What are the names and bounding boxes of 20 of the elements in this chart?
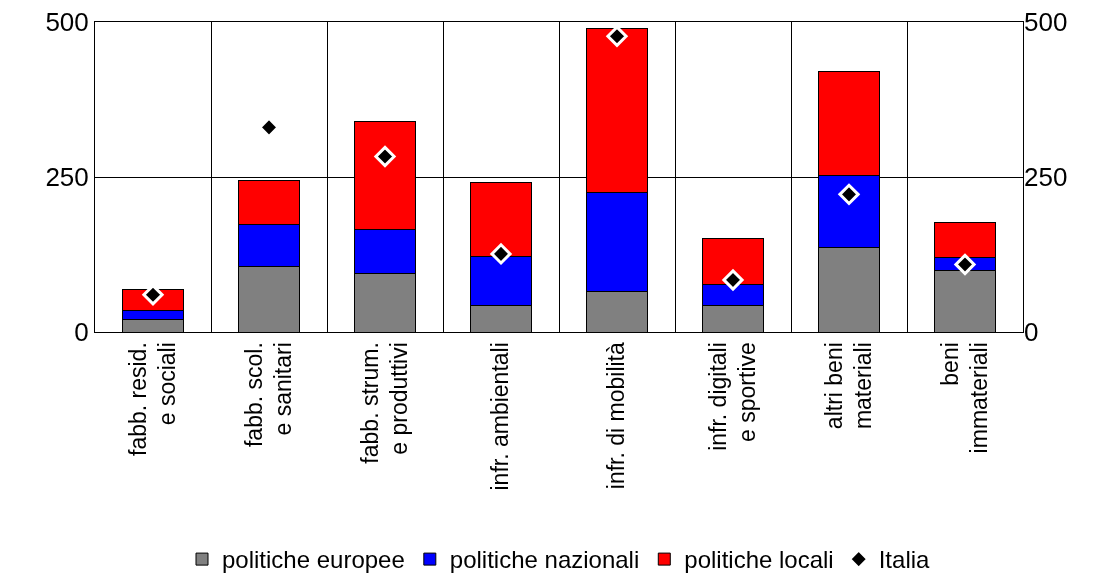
- legend-label: Italia: [878, 546, 931, 574]
- y2-tick-label: 0: [1024, 317, 1039, 348]
- legend-label: politiche nazionali: [449, 546, 640, 574]
- y-tick-label: 0: [74, 317, 89, 348]
- legend-label: politiche locali: [684, 546, 834, 574]
- legend-label: politiche europee: [222, 546, 405, 574]
- y2-tick-label: 500: [1024, 7, 1068, 38]
- point: [490, 243, 512, 265]
- x-tick-label: infr. ambientali: [487, 342, 514, 491]
- point: [374, 145, 396, 168]
- point: [722, 269, 744, 291]
- point: [954, 253, 976, 276]
- y-tick-label: 500: [45, 7, 89, 38]
- x-tick-label: infr. digitali e sportive: [704, 342, 761, 451]
- x-tick-label: fabb. resid. e sociali: [124, 342, 181, 456]
- y2-tick-label: 250: [1024, 162, 1068, 193]
- y-tick-label: 250: [45, 162, 89, 193]
- point: [838, 183, 860, 205]
- point: [606, 25, 628, 47]
- x-tick-label: infr. di mobilità: [603, 342, 630, 490]
